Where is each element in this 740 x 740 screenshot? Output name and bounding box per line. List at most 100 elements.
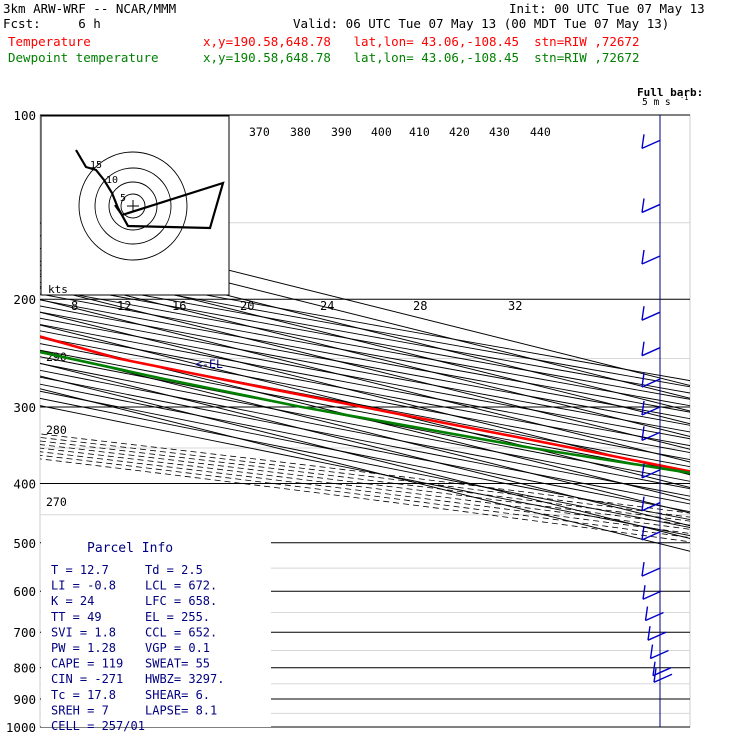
isotherm	[40, 324, 690, 488]
pressure-tick-label: 1000	[6, 720, 36, 735]
hodograph-ring	[108, 181, 158, 231]
parcel-value-left: CIN = -271	[51, 672, 123, 686]
theta-label: 280	[46, 423, 67, 437]
dry-adiabat	[40, 311, 690, 433]
theta-label: 430	[489, 125, 510, 139]
hodograph-trace	[75, 149, 225, 230]
dry-adiabat	[40, 305, 690, 426]
barb-legend-title: Full barb:	[637, 86, 703, 99]
wind-barb-flag	[641, 341, 645, 356]
wind-barb	[641, 469, 661, 479]
pressure-tick-label: 300	[13, 400, 36, 415]
wind-barb-flag	[649, 644, 654, 659]
parcel-value-right: CCL = 652.	[145, 625, 217, 639]
wind-barb	[653, 673, 673, 683]
pressure-tick-label: 800	[13, 661, 36, 676]
parcel-info-panel: Parcel Info T = 12.7 Td = 2.5 LI = -0.8 LCL …	[41, 537, 271, 733]
dry-adiabat	[40, 324, 690, 447]
parcel-value-right: LFC = 658.	[145, 594, 217, 608]
wind-barb	[641, 203, 661, 214]
hodograph-speed-label: 12	[117, 299, 131, 313]
wind-barb	[642, 590, 662, 600]
wind-barb-flag	[641, 372, 645, 388]
theta-label: 390	[331, 125, 352, 139]
parcel-value-left: TT = 49	[51, 610, 102, 624]
hodograph-speed-label: 16	[172, 299, 186, 313]
hodograph-speed-label: 24	[320, 299, 334, 313]
dry-adiabat	[40, 330, 690, 454]
barb-legend-units: 5 m s	[642, 97, 671, 108]
isotherms	[40, 222, 690, 552]
wind-barb-flag	[641, 134, 645, 149]
parcel-value-right: Td = 2.5	[145, 563, 203, 577]
hodograph-ring	[94, 167, 172, 245]
isotherm	[40, 362, 690, 527]
parcel-value-left: CAPE = 119	[51, 657, 123, 671]
hodograph-ring-label: 15	[90, 160, 102, 171]
wind-barb	[641, 139, 661, 149]
isotherm	[40, 375, 690, 539]
chart-header: 3km ARW-WRF -- NCAR/MMM Init: 00 UTC Tue…	[0, 0, 740, 70]
wind-barb	[641, 378, 661, 388]
dewpoint-location: x,y=190.58,648.78 lat,lon= 43.06,-108.45…	[203, 50, 640, 65]
pressure-tick-label: 100	[13, 108, 36, 123]
barb-legend-exponent: -1	[680, 94, 688, 102]
init-time: Init: 00 UTC Tue 07 May 13	[509, 1, 705, 16]
wind-barb	[641, 567, 661, 577]
isotherm	[40, 350, 690, 514]
pressure-tick-label: 600	[13, 584, 36, 599]
isotherm	[40, 299, 690, 463]
dry-adiabat	[40, 287, 690, 407]
temperature-location: x,y=190.58,648.78 lat,lon= 43.06,-108.45…	[203, 34, 640, 49]
wind-barbs: Full barb:5 m s -1	[637, 86, 703, 727]
model-name: 3km ARW-WRF -- NCAR/MMM	[3, 1, 177, 16]
wind-barb	[641, 347, 661, 357]
wind-barb	[645, 611, 664, 622]
dry-adiabat	[40, 270, 690, 388]
isotherm	[40, 311, 690, 476]
hodograph-ring	[120, 193, 146, 219]
wind-barb-flag	[641, 562, 645, 577]
hodograph-speed-label: 8	[71, 299, 78, 313]
wind-barb-flag	[641, 463, 645, 478]
wind-barb	[641, 255, 661, 265]
parcel-value-right: LCL = 672.	[145, 579, 217, 593]
wind-barb-flag	[647, 626, 651, 641]
valid-time: Valid: 06 UTC Tue 07 May 13 (00 MDT Tue …	[293, 16, 670, 31]
level-annotations: <-ELCCL-><-LCL<-LFC	[195, 357, 223, 371]
theta-label: 440	[530, 125, 551, 139]
parcel-value-right: VGP = 0.1	[145, 641, 210, 655]
pressure-tick-label: 200	[13, 292, 36, 307]
parcel-value-left: Tc = 17.8	[51, 688, 116, 702]
parcel-value-left: K = 24	[51, 594, 94, 608]
axis-labels: 1002003004005006007008009001000-80-70-60…	[6, 108, 551, 735]
parcel-value-right: HWBZ= 3297.	[145, 672, 224, 686]
wind-barb-flag	[641, 306, 645, 321]
parcel-value-right: EL = 255.	[145, 610, 210, 624]
wind-barb-flag	[641, 249, 645, 265]
wind-barb-flag	[644, 606, 649, 621]
dry-adiabat	[40, 356, 690, 482]
dry-adiabat	[40, 264, 690, 382]
wind-barb-flag	[641, 198, 645, 213]
theta-label: 380	[290, 125, 311, 139]
wind-barb	[652, 667, 672, 677]
level-annotation: <-EL	[195, 357, 223, 371]
forecast-hour: Fcst: 6 h	[3, 16, 101, 31]
hodograph-units: kts	[48, 283, 68, 296]
parcel-value-left: SREH = 7	[51, 703, 109, 717]
profile-lines	[40, 335, 690, 475]
isotherm	[40, 286, 690, 450]
wind-barb-flag	[642, 585, 646, 600]
parcel-value-left: T = 12.7	[51, 563, 109, 577]
theta-label: 420	[449, 125, 470, 139]
wind-barb-flag	[641, 400, 645, 416]
pressure-tick-label: 500	[13, 536, 36, 551]
pressure-tick-label: 400	[13, 476, 36, 491]
theta-label: 400	[371, 125, 392, 139]
pressure-tick-label: 900	[13, 692, 36, 707]
pressure-tick-label: 700	[13, 625, 36, 640]
temperature-profile-line	[40, 335, 690, 473]
parcel-value-left: PW = 1.28	[51, 641, 116, 655]
